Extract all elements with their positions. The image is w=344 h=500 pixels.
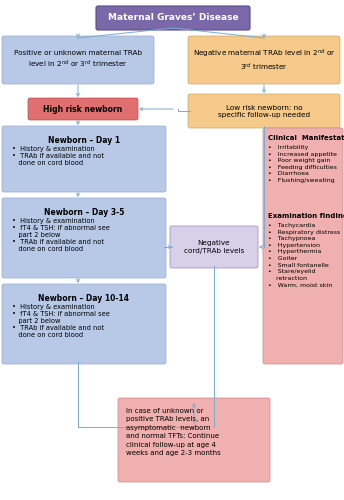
Text: Maternal Graves’ Disease: Maternal Graves’ Disease — [108, 14, 238, 22]
Text: Newborn – Day 1: Newborn – Day 1 — [48, 136, 120, 145]
Text: Newborn – Day 10-14: Newborn – Day 10-14 — [39, 294, 129, 303]
Text: •  History & examination
•  fT4 & TSH: if abnormal see
   part 2 below
•  TRAb i: • History & examination • fT4 & TSH: if … — [12, 218, 110, 252]
FancyBboxPatch shape — [170, 226, 258, 268]
Text: Clinical  Manifestations: Clinical Manifestations — [268, 135, 344, 141]
FancyBboxPatch shape — [28, 98, 138, 120]
Text: In case of unknown or
positive TRAb levels, an
asymptomatic  newborn
and normal : In case of unknown or positive TRAb leve… — [126, 408, 221, 457]
FancyBboxPatch shape — [2, 126, 166, 192]
Text: •   Tachycardia
•   Respiratory distress
•   Tachypnoea
•   Hypertension
•   Hyp: • Tachycardia • Respiratory distress • T… — [268, 223, 340, 288]
Text: High risk newborn: High risk newborn — [43, 104, 122, 114]
FancyBboxPatch shape — [188, 94, 340, 128]
Text: Negative
cord/TRAb levels: Negative cord/TRAb levels — [184, 240, 244, 254]
FancyBboxPatch shape — [2, 284, 166, 364]
Text: Positive or unknown maternal TRAb
level in 2$^{nd}$ or 3$^{rd}$ trimester: Positive or unknown maternal TRAb level … — [14, 50, 142, 70]
Text: Negative maternal TRAb level in 2$^{nd}$ or
3$^{rd}$ trimester: Negative maternal TRAb level in 2$^{nd}$… — [193, 48, 335, 72]
Text: Newborn – Day 3-5: Newborn – Day 3-5 — [44, 208, 124, 217]
FancyBboxPatch shape — [2, 36, 154, 84]
FancyBboxPatch shape — [2, 198, 166, 278]
Text: •   Irritability
•   Increased appetite
•   Poor weight gain
•   Feeding difficu: • Irritability • Increased appetite • Po… — [268, 145, 337, 183]
FancyBboxPatch shape — [188, 36, 340, 84]
Text: Low risk newborn: no
specific follow-up needed: Low risk newborn: no specific follow-up … — [218, 104, 310, 118]
Text: Examination findings: Examination findings — [268, 213, 344, 219]
Text: •  History & examination
•  fT4 & TSH: if abnormal see
   part 2 below
•  TRAb i: • History & examination • fT4 & TSH: if … — [12, 304, 110, 338]
FancyBboxPatch shape — [118, 398, 270, 482]
Text: •  History & examination
•  TRAb if available and not
   done on cord blood: • History & examination • TRAb if availa… — [12, 146, 104, 166]
FancyBboxPatch shape — [96, 6, 250, 30]
FancyBboxPatch shape — [263, 128, 343, 364]
